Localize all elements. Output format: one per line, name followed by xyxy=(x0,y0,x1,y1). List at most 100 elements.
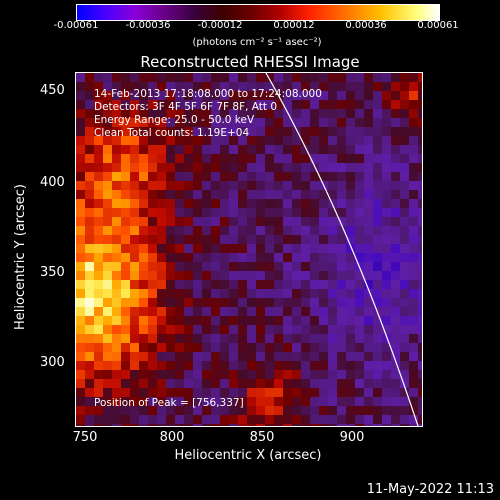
heatmap-cell xyxy=(247,280,256,289)
heatmap-cell xyxy=(148,208,157,217)
heatmap-cell xyxy=(319,289,328,298)
heatmap-cell xyxy=(364,145,373,154)
heatmap-cell xyxy=(238,361,247,370)
heatmap-cell xyxy=(175,262,184,271)
heatmap-cell xyxy=(130,325,139,334)
heatmap-cell xyxy=(103,73,112,82)
heatmap-cell xyxy=(310,235,319,244)
heatmap-cell xyxy=(121,82,130,91)
heatmap-cell xyxy=(76,127,85,136)
heatmap-cell xyxy=(121,163,130,172)
footer-timestamp: 11-May-2022 11:13 xyxy=(366,482,494,497)
heatmap-cell xyxy=(328,424,337,426)
heatmap-cell xyxy=(301,262,310,271)
heatmap-cell xyxy=(409,181,418,190)
heatmap-cell xyxy=(121,136,130,145)
heatmap-cell xyxy=(166,235,175,244)
heatmap-cell xyxy=(373,109,382,118)
heatmap-cell xyxy=(337,91,346,100)
heatmap-cell xyxy=(175,289,184,298)
heatmap-cell xyxy=(328,145,337,154)
heatmap-cell xyxy=(112,316,121,325)
heatmap-cell xyxy=(364,397,373,406)
heatmap-cell xyxy=(256,199,265,208)
heatmap-cell xyxy=(328,190,337,199)
heatmap-cell xyxy=(274,307,283,316)
x-tick-label: 900 xyxy=(339,430,365,445)
heatmap-cell xyxy=(166,352,175,361)
heatmap-cell xyxy=(202,397,211,406)
heatmap-cell xyxy=(238,406,247,415)
heatmap-cell xyxy=(112,379,121,388)
heatmap-cell xyxy=(157,100,166,109)
heatmap-cell xyxy=(148,298,157,307)
heatmap-cell xyxy=(193,235,202,244)
heatmap-cell xyxy=(292,370,301,379)
heatmap-cell xyxy=(148,271,157,280)
heatmap-cell xyxy=(400,217,409,226)
heatmap-cell xyxy=(373,217,382,226)
heatmap-cell xyxy=(184,397,193,406)
heatmap-cell xyxy=(202,163,211,172)
heatmap-cell xyxy=(193,82,202,91)
heatmap-cell xyxy=(382,361,391,370)
heatmap-cell xyxy=(220,325,229,334)
heatmap-cell xyxy=(355,172,364,181)
heatmap-cell xyxy=(202,172,211,181)
heatmap-cell xyxy=(265,316,274,325)
heatmap-cell xyxy=(319,91,328,100)
heatmap-cell xyxy=(139,91,148,100)
heatmap-cell xyxy=(112,397,121,406)
heatmap-cell xyxy=(202,118,211,127)
heatmap-cell xyxy=(310,127,319,136)
heatmap-cell xyxy=(193,100,202,109)
heatmap-cell xyxy=(274,424,283,426)
heatmap-cell xyxy=(364,271,373,280)
heatmap-cell xyxy=(157,199,166,208)
heatmap-cell xyxy=(103,109,112,118)
heatmap-cell xyxy=(382,325,391,334)
heatmap-cell xyxy=(355,163,364,172)
heatmap-cell xyxy=(94,424,103,426)
heatmap-cell xyxy=(274,199,283,208)
heatmap-cell xyxy=(337,118,346,127)
heatmap-cell xyxy=(283,379,292,388)
heatmap-cell xyxy=(409,325,418,334)
heatmap-cell xyxy=(76,280,85,289)
heatmap-cell xyxy=(130,190,139,199)
heatmap-cell xyxy=(328,73,337,82)
heatmap-cell xyxy=(121,100,130,109)
heatmap-cell xyxy=(409,343,418,352)
heatmap-cell xyxy=(328,280,337,289)
heatmap-cell xyxy=(148,190,157,199)
heatmap-cell xyxy=(391,397,400,406)
heatmap-cell xyxy=(328,172,337,181)
y-axis-label: Heliocentric Y (arcsec) xyxy=(13,184,28,330)
heatmap-cell xyxy=(139,424,148,426)
heatmap-cell xyxy=(157,370,166,379)
heatmap-cell xyxy=(391,208,400,217)
heatmap-cells xyxy=(76,73,422,426)
heatmap-cell xyxy=(175,91,184,100)
heatmap-cell xyxy=(346,199,355,208)
heatmap-cell xyxy=(364,154,373,163)
heatmap-cell xyxy=(211,397,220,406)
time-range-label: 14-Feb-2013 17:18:08.000 to 17:24:08.000 xyxy=(94,88,322,100)
heatmap-cell xyxy=(238,388,247,397)
heatmap-cell xyxy=(292,190,301,199)
heatmap-cell xyxy=(310,109,319,118)
heatmap-cell xyxy=(166,172,175,181)
heatmap-cell xyxy=(202,334,211,343)
heatmap-cell xyxy=(301,316,310,325)
heatmap-cell xyxy=(175,361,184,370)
heatmap-cell xyxy=(193,406,202,415)
heatmap-cell xyxy=(229,397,238,406)
heatmap-cell xyxy=(112,370,121,379)
heatmap-cell xyxy=(238,397,247,406)
heatmap-cell xyxy=(418,406,422,415)
heatmap-cell xyxy=(301,334,310,343)
heatmap-cell xyxy=(175,217,184,226)
heatmap-cell xyxy=(400,262,409,271)
heatmap-cell xyxy=(94,253,103,262)
heatmap-cell xyxy=(238,172,247,181)
